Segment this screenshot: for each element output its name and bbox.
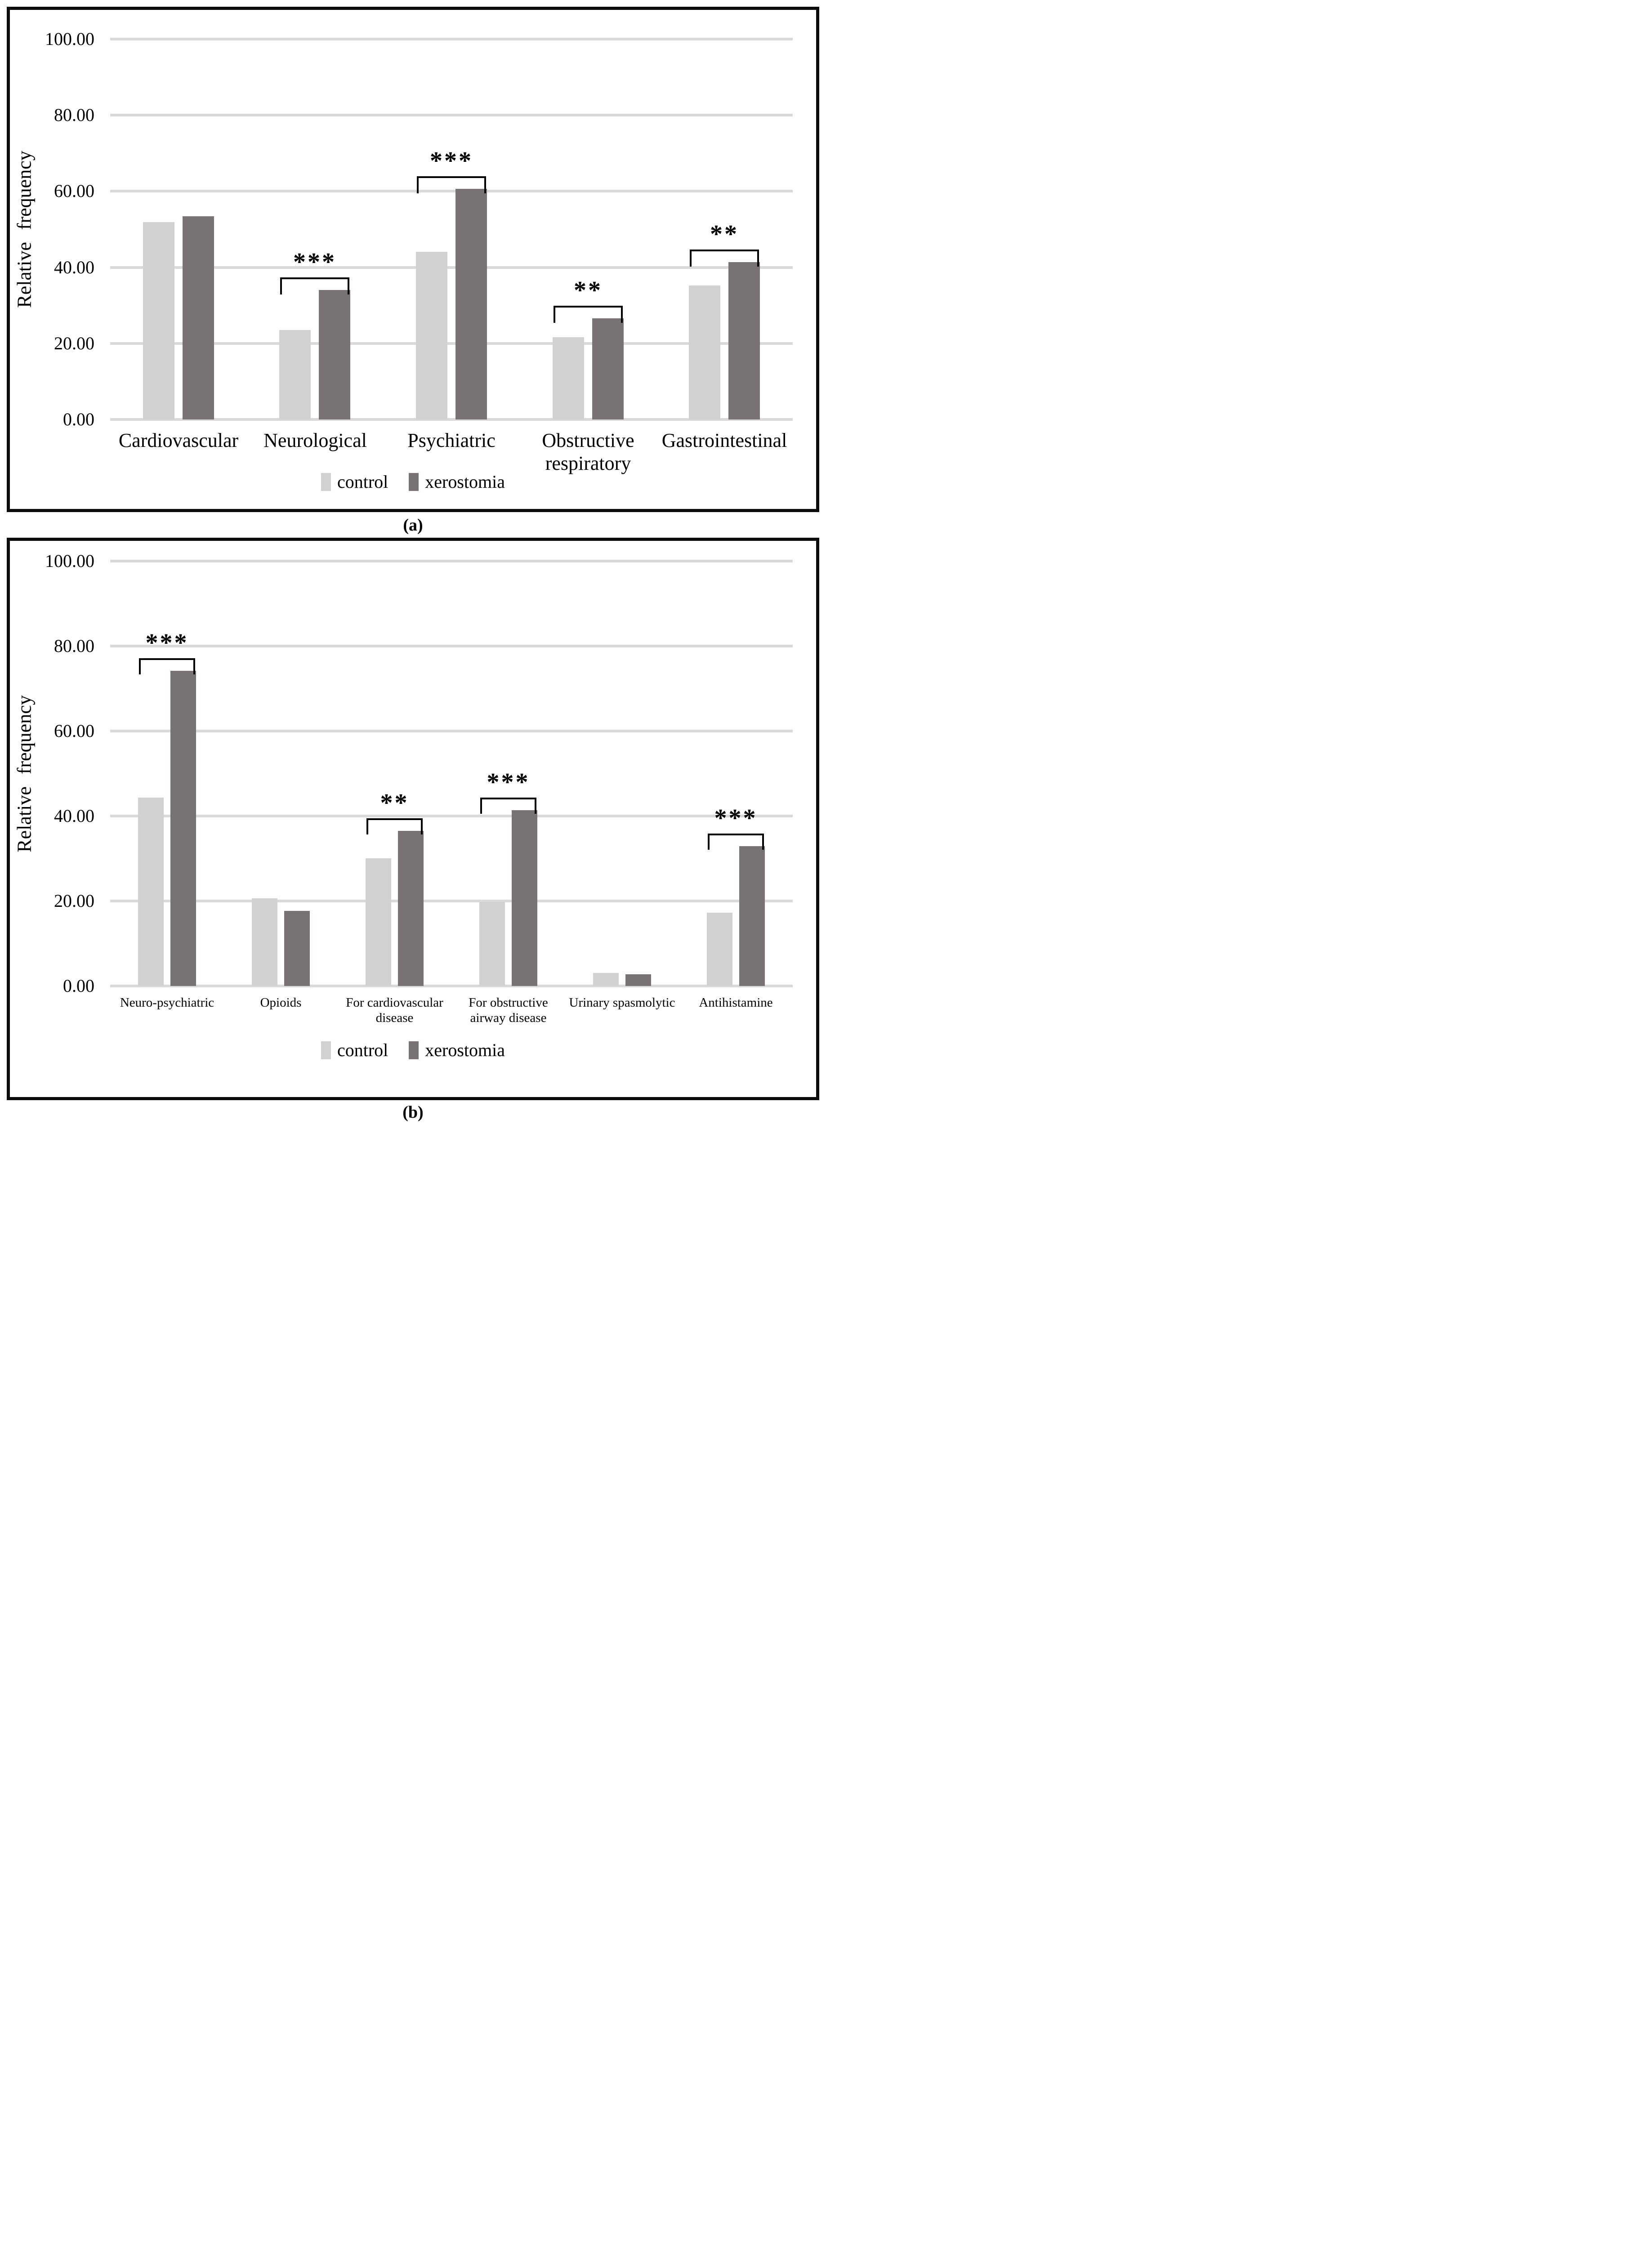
caption-panel-b: (b)	[402, 1103, 424, 1122]
y-tick-a-80: 80.00	[54, 105, 94, 125]
bar-a-psychiatric-xerostomia	[455, 189, 487, 419]
gridline-a-40	[110, 266, 793, 269]
y-tick-a-100: 100.00	[45, 29, 94, 49]
bar-a-cardiovascular-control	[143, 222, 174, 419]
category-label-b-for-obstructive-airway-disease: For obstructive airway disease	[469, 995, 548, 1025]
gridline-a-80	[110, 114, 793, 116]
legend-item-a-xerostomia: xerostomia	[409, 473, 505, 491]
panel-a-frame	[7, 7, 819, 512]
category-label-a-gastrointestinal: Gastrointestinal	[661, 429, 787, 451]
category-label-b-antihistamine: Antihistamine	[699, 995, 773, 1010]
significance-stars-b-for-obstructive-airway-disease: ***	[487, 768, 530, 796]
caption-panel-a: (a)	[403, 516, 423, 535]
category-label-a-psychiatric: Psychiatric	[407, 429, 496, 451]
bar-b-for-obstructive-airway-disease-control	[479, 902, 505, 986]
significance-bracket-b-antihistamine	[708, 834, 764, 850]
bar-b-urinary-spasmolytic-control	[593, 973, 619, 986]
gridline-a-0	[110, 418, 793, 421]
category-label-b-opioids: Opioids	[260, 995, 302, 1010]
gridline-b-60	[110, 730, 793, 732]
gridline-a-20	[110, 342, 793, 345]
legend-label-b-control: control	[337, 1040, 388, 1060]
gridline-a-60	[110, 190, 793, 192]
y-tick-a-60: 60.00	[54, 181, 94, 201]
bar-b-urinary-spasmolytic-xerostomia	[625, 974, 651, 986]
gridline-b-20	[110, 900, 793, 902]
y-tick-b-60: 60.00	[54, 721, 94, 741]
legend-label-a-control: control	[337, 472, 388, 492]
significance-bracket-b-neuro-psychiatric	[139, 658, 195, 674]
significance-stars-a-gastrointestinal: **	[710, 220, 739, 248]
y-tick-b-80: 80.00	[54, 636, 94, 656]
bar-a-obstructive-respiratory-control	[553, 337, 584, 419]
significance-bracket-a-neurological	[280, 277, 349, 294]
significance-bracket-a-gastrointestinal	[690, 250, 759, 267]
legend-b: control xerostomia	[7, 1041, 819, 1059]
y-axis-label-a: Relative frequency	[13, 151, 36, 308]
significance-bracket-a-psychiatric	[417, 176, 486, 193]
category-label-a-neurological: Neurological	[263, 429, 367, 451]
legend-a: control xerostomia	[7, 473, 819, 491]
category-label-b-neuro-psychiatric: Neuro-psychiatric	[120, 995, 214, 1010]
bar-b-opioids-xerostomia	[284, 911, 310, 986]
gridline-b-40	[110, 815, 793, 817]
bar-a-obstructive-respiratory-xerostomia	[592, 318, 624, 419]
y-tick-a-0: 0.00	[63, 409, 94, 429]
bar-b-antihistamine-control	[707, 913, 732, 986]
bar-a-gastrointestinal-xerostomia	[728, 262, 760, 419]
legend-item-b-xerostomia: xerostomia	[409, 1041, 505, 1059]
y-tick-b-40: 40.00	[54, 806, 94, 826]
legend-swatch-a-control	[321, 473, 331, 491]
legend-swatch-b-xerostomia	[409, 1041, 419, 1059]
y-tick-b-20: 20.00	[54, 891, 94, 911]
legend-item-a-control: control	[321, 473, 388, 491]
significance-stars-b-antihistamine: ***	[714, 804, 758, 832]
y-tick-b-0: 0.00	[63, 976, 94, 996]
significance-bracket-b-for-cardiovascular-disease	[366, 818, 423, 834]
significance-stars-b-for-cardiovascular-disease: **	[380, 789, 409, 817]
y-axis-label-b: Relative frequency	[13, 695, 36, 852]
category-label-a-obstructive-respiratory: Obstructive respiratory	[542, 429, 634, 475]
gridline-a-100	[110, 38, 793, 40]
bar-b-for-cardiovascular-disease-xerostomia	[398, 831, 424, 986]
legend-label-a-xerostomia: xerostomia	[425, 472, 505, 492]
bar-b-for-obstructive-airway-disease-xerostomia	[512, 810, 537, 986]
bar-b-antihistamine-xerostomia	[739, 846, 765, 986]
gridline-b-100	[110, 560, 793, 562]
significance-stars-a-psychiatric: ***	[430, 147, 473, 175]
legend-label-b-xerostomia: xerostomia	[425, 1040, 505, 1060]
category-label-b-for-cardiovascular-disease: For cardiovascular disease	[346, 995, 443, 1025]
y-tick-b-100: 100.00	[45, 551, 94, 571]
significance-bracket-a-obstructive-respiratory	[554, 306, 623, 323]
bar-b-for-cardiovascular-disease-control	[366, 858, 391, 986]
bar-a-neurological-xerostomia	[319, 290, 350, 419]
bar-a-neurological-control	[279, 330, 311, 419]
significance-stars-a-neurological: ***	[293, 248, 336, 276]
bar-b-opioids-control	[252, 898, 277, 986]
bar-b-neuro-psychiatric-xerostomia	[170, 671, 196, 986]
gridline-b-0	[110, 985, 793, 987]
gridline-b-80	[110, 645, 793, 647]
category-label-b-urinary-spasmolytic: Urinary spasmolytic	[569, 995, 675, 1010]
bar-a-psychiatric-control	[416, 252, 447, 419]
bar-a-gastrointestinal-control	[689, 285, 720, 419]
significance-stars-b-neuro-psychiatric: ***	[145, 629, 189, 657]
legend-item-b-control: control	[321, 1041, 388, 1059]
category-label-a-cardiovascular: Cardiovascular	[118, 429, 239, 451]
significance-stars-a-obstructive-respiratory: **	[574, 277, 603, 304]
figure-page: (a) (b) 0.00 20.00 40.00 60.00 80.00 100.00 Ca…	[0, 0, 826, 1126]
significance-bracket-b-for-obstructive-airway-disease	[480, 798, 536, 814]
y-tick-a-40: 40.00	[54, 257, 94, 277]
legend-swatch-b-control	[321, 1041, 331, 1059]
legend-swatch-a-xerostomia	[409, 473, 419, 491]
bar-b-neuro-psychiatric-control	[138, 798, 164, 986]
y-tick-a-20: 20.00	[54, 333, 94, 353]
bar-a-cardiovascular-xerostomia	[183, 216, 214, 419]
